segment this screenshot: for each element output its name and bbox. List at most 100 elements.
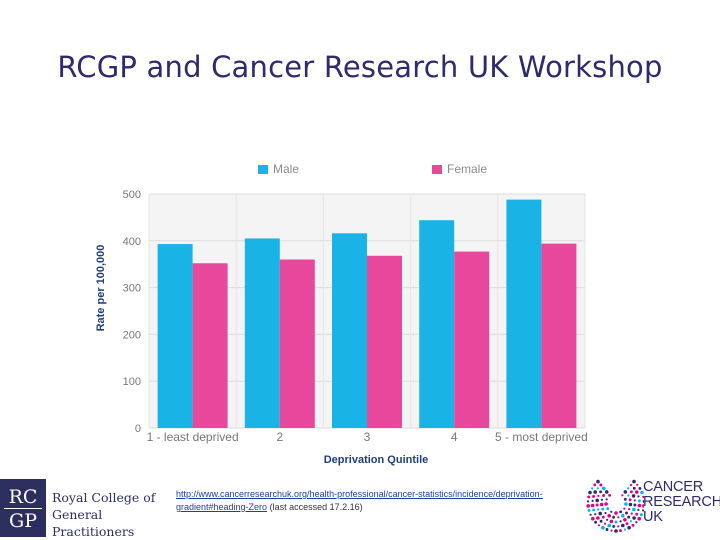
cruk-logo-dot [599,502,604,507]
source-link[interactable]: http://www.cancerresearchuk.org/health-p… [176,489,543,512]
cruk-logo-dot [593,483,597,487]
rcgp-emblem: RC GP [0,479,46,537]
bar-male-4 [419,220,455,428]
cruk-logo-dot [617,516,620,519]
chart-bars [157,199,577,428]
cruk-logo-dot [631,494,636,498]
cruk-line3: UK [643,509,663,525]
cruk-logo-dot [614,511,618,515]
cruk-logo-dot [642,499,644,503]
cruk-logo-dot [625,511,628,515]
source-citation: http://www.cancerresearchuk.org/health-p… [176,488,576,514]
cruk-logo-dot [632,479,636,484]
x-category-label: 5 - most deprived [495,430,588,444]
cruk-logo-dot [623,507,626,510]
cruk-logo-dot [627,525,631,530]
rcgp-name-line2: General Practitioners [52,507,135,539]
cruk-logo-dot [621,494,624,497]
y-tick-label: 400 [123,236,141,248]
cruk-logo-dot [632,507,636,512]
cruk-logo-dot [617,525,620,528]
y-axis-title: Rate per 100,000 [95,245,107,332]
cruk-logo-dot [610,510,613,513]
cruk-logo-dot [598,511,602,516]
bar-male-2 [244,238,280,428]
cruk-logo-dot [625,522,629,526]
cruk-logo-dot [641,509,644,512]
cruk-logo-dot [601,507,605,511]
rcgp-emblem-bottom: GP [9,510,37,532]
x-category-label: 2 [276,430,283,444]
cruk-logo-dot [633,503,637,507]
cruk-logo-dot [638,486,642,490]
cruk-logo-dot [608,493,612,497]
cruk-logo-dot [623,528,627,531]
cruk-logo-dot [593,490,597,494]
cruk-logo-dot [633,499,636,502]
cruk-logo-dot [597,494,600,497]
cruk-logo-dot [601,525,605,530]
cruk-logo-dot [623,490,628,494]
cruk-logo-dot [632,486,636,490]
legend-label-female: Female [447,162,487,176]
cruk-logo-dot [586,500,590,503]
cruk-logo-dot [595,503,599,507]
y-tick-label: 100 [123,376,141,388]
cruk-logo-dot [597,524,601,527]
y-tick-label: 0 [135,423,141,435]
cruk-logo-dot [609,519,614,524]
cruk-logo-dot [635,490,639,494]
y-axis-ticks: 0 100 200 300 400 500 [123,189,141,435]
bar-male-5 [506,199,542,428]
cruk-logo-dot [610,529,613,532]
cruk-logo-dot [621,523,625,528]
cruk-logo-dot [628,498,632,502]
cruk-logo-dot [591,499,594,502]
bar-female-2 [279,259,315,428]
cruk-logo-dot [614,520,618,524]
cruk-logo-dot [639,513,643,517]
cruk-logo-dot [612,524,616,528]
cruk-logo-dot [632,516,636,520]
rcgp-emblem-rule [4,508,42,509]
cruk-logo-dot [628,508,631,511]
cruk-logo-dot [600,498,603,501]
cruk-logo-dot [623,497,627,501]
cruk-logo-dot [596,479,600,484]
cruk-logo-dot [619,529,622,533]
cruk-logo-dot [630,512,633,515]
rcgp-name-line1: Royal College of [52,490,156,505]
cruk-logo-dot [624,502,628,506]
cruk-logo-dot [605,528,609,531]
cruk-logo-dot [590,503,595,508]
cruk-logo-dot [597,508,600,511]
x-category-label: 3 [364,430,371,444]
cruk-logo-dot [599,483,603,487]
cruk-logo-dot [636,483,639,486]
cruk-wordmark: CANCER RESEARCH UK [643,480,720,525]
cruk-logo-dot [604,490,609,494]
cruk-logo-dot [621,514,625,518]
cruk-logo-dot [587,495,591,499]
cruk-logo-dot [607,514,611,518]
cruk-logo-dot [596,516,600,520]
legend-swatch-female [432,165,442,174]
cruk-logo-dot [592,494,595,498]
rcgp-emblem-top: RC [8,486,38,508]
cruk-logo-dot [606,507,610,511]
cruk-logo-dot [604,511,607,515]
cruk-logo-dot [605,498,608,501]
cruk-logo-dot [637,516,641,521]
cruk-logo-dot [642,495,644,498]
cruk-logo-dot [623,518,627,522]
bar-female-5 [541,243,577,428]
cruk-logo-dot [586,504,590,508]
cruk-logo-dot [599,490,603,494]
source-access-note: (last accessed 17.2.16) [267,502,363,512]
cruk-logo-dot [594,520,598,524]
cruk-logo-dot [627,515,631,519]
x-axis-categories: 1 - least deprived 2 3 4 5 - most deprived [147,430,588,444]
cruk-logo-dot [629,520,632,523]
cruk-logo-dot [630,483,633,487]
cruk-logo-dot [642,504,644,508]
